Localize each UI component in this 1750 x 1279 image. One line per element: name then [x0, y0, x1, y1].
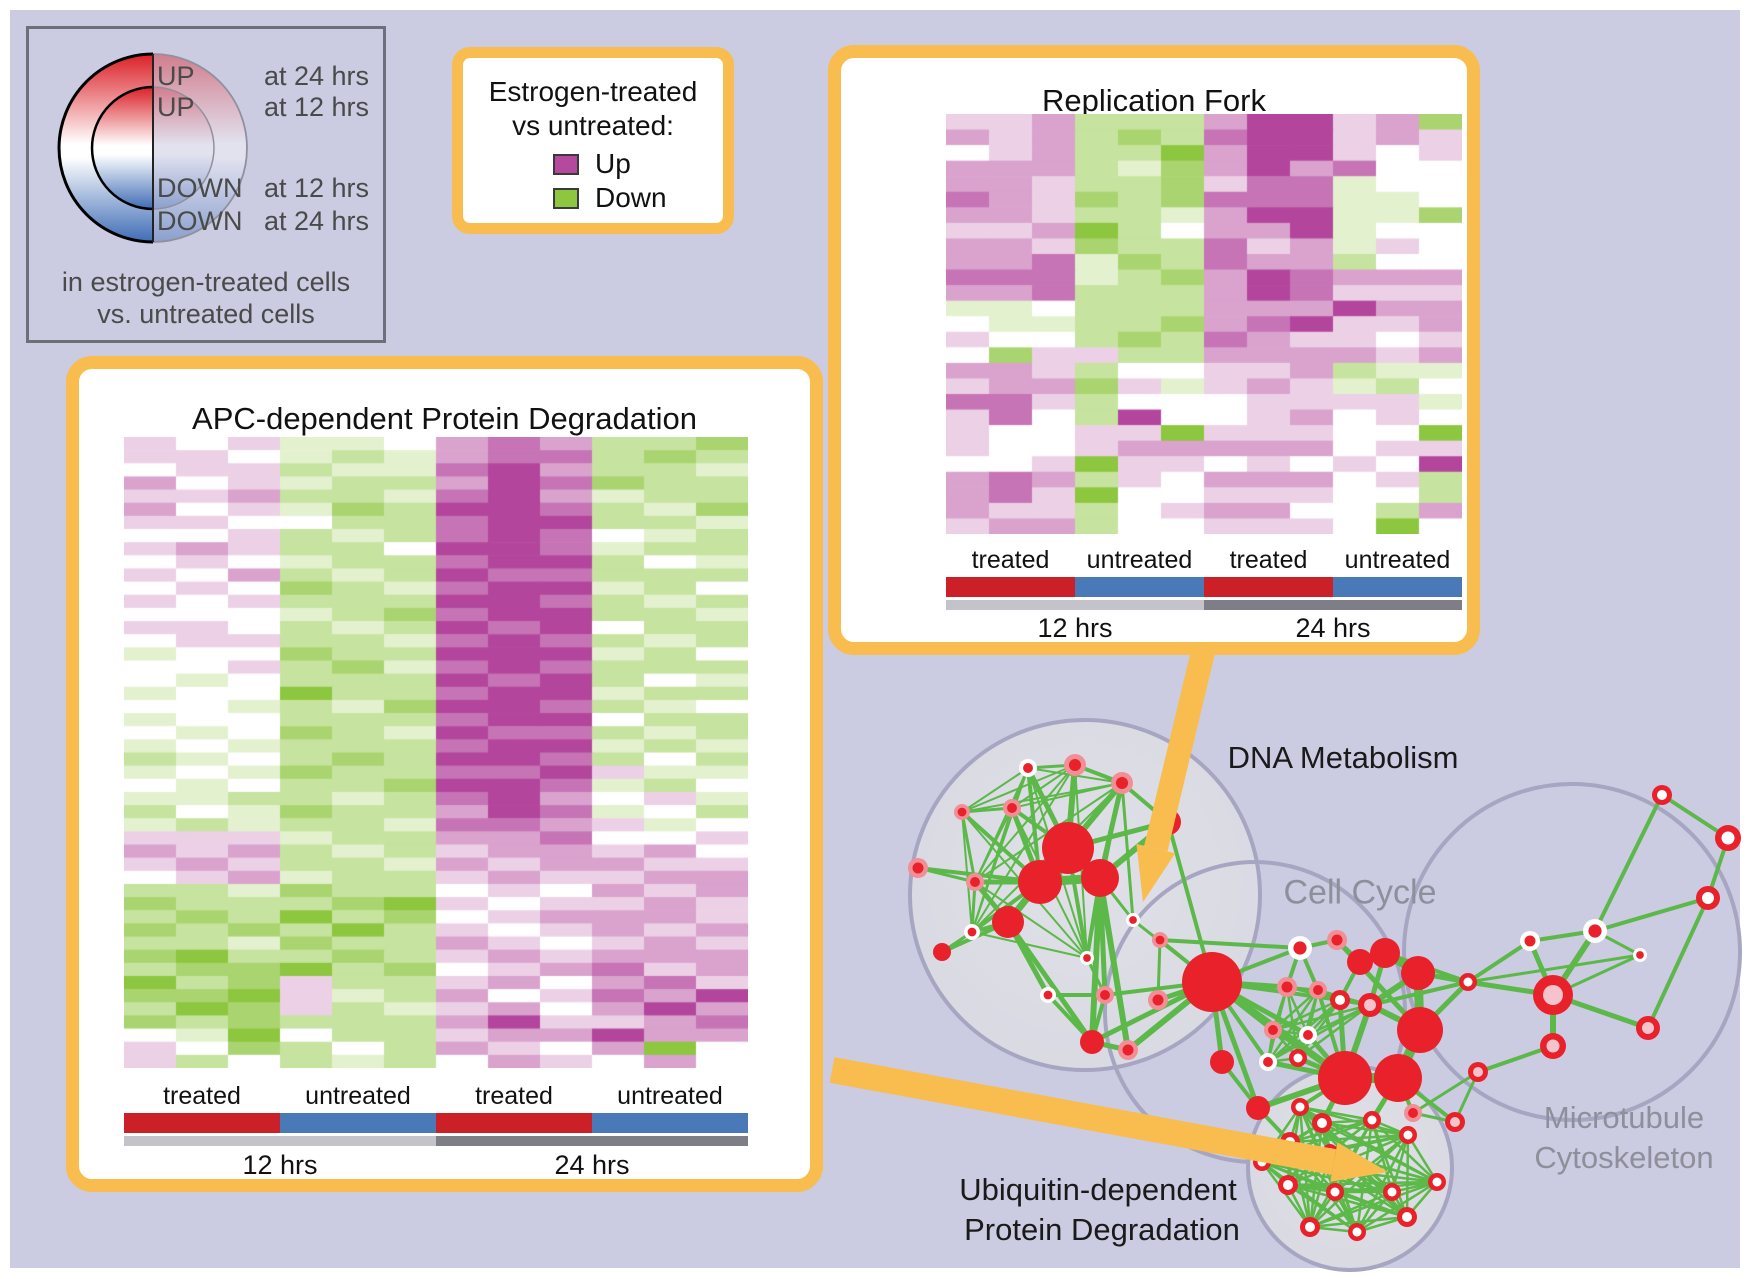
legend-title-line2: vs untreated:	[512, 110, 674, 141]
group-label: untreated	[1086, 546, 1193, 574]
replication-fork-heatmap	[946, 114, 1462, 534]
group-label: treated	[475, 1082, 553, 1110]
time-color-bar	[946, 600, 1462, 610]
group-label: treated	[971, 546, 1050, 574]
up-label: Up	[595, 148, 631, 179]
down-label: Down	[595, 182, 667, 213]
legend-title-line1: Estrogen-treated	[488, 76, 698, 107]
legend-direction: DOWN	[157, 206, 243, 236]
cluster-label-cell-cycle: Cell Cycle	[1283, 873, 1437, 912]
group-label: untreated	[617, 1082, 723, 1110]
cluster-label-dna-metabolism: DNA Metabolism	[1227, 740, 1459, 775]
legend-direction: UP	[157, 92, 195, 122]
group-label: treated	[1229, 546, 1308, 574]
condition-labels: treated untreated treated untreated	[124, 1082, 748, 1111]
group-label: treated	[163, 1082, 241, 1110]
condition-color-bar	[946, 577, 1462, 597]
apc-degradation-heatmap	[124, 437, 748, 1068]
legend-direction: DOWN	[157, 173, 243, 203]
time-labels: 12 hrs 24 hrs	[124, 1150, 748, 1181]
cluster-label-ubiquitin-line1: Ubiquitin-dependent	[959, 1172, 1237, 1207]
time-labels: 12 hrs 24 hrs	[946, 613, 1462, 644]
group-label: untreated	[305, 1082, 411, 1110]
up-color-swatch	[553, 153, 579, 175]
time-label: 12 hrs	[242, 1150, 318, 1180]
condition-color-bar	[124, 1113, 748, 1133]
legend-direction: UP	[157, 61, 195, 91]
legend-time: at 12 hrs	[263, 173, 369, 203]
time-label: 24 hrs	[554, 1150, 630, 1180]
cluster-label-microtubule: Microtubule	[1543, 1100, 1705, 1135]
panel-title: APC-dependent Protein Degradation	[192, 401, 697, 436]
condition-labels: treated untreated treated untreated	[946, 546, 1462, 575]
estrogen-updown-legend: Estrogen-treated vs untreated: Up Down	[452, 47, 734, 234]
time-label: 12 hrs	[1037, 613, 1113, 643]
panel-title: Replication Fork	[1042, 83, 1266, 118]
cluster-label-ubiquitin-line2: Protein Degradation	[964, 1212, 1240, 1247]
time-label: 24 hrs	[1295, 613, 1371, 643]
updown-time-legend: UP at 24 hrs UP at 12 hrs DOWN at 12 hrs…	[26, 26, 386, 343]
concentric-circles-icon	[57, 52, 248, 244]
cluster-label-cytoskeleton: Cytoskeleton	[1534, 1140, 1714, 1175]
group-label: untreated	[1344, 546, 1451, 574]
down-color-swatch	[553, 187, 579, 209]
legend-time: at 24 hrs	[263, 206, 369, 236]
legend-item-down: Down	[553, 182, 667, 214]
time-color-bar	[124, 1136, 748, 1146]
legend-time: at 12 hrs	[263, 92, 369, 122]
legend-footer-line2: vs. untreated cells	[97, 299, 315, 329]
legend-footer-line1: in estrogen-treated cells	[61, 267, 351, 297]
legend-time: at 24 hrs	[263, 61, 369, 91]
legend-item-up: Up	[553, 148, 631, 180]
